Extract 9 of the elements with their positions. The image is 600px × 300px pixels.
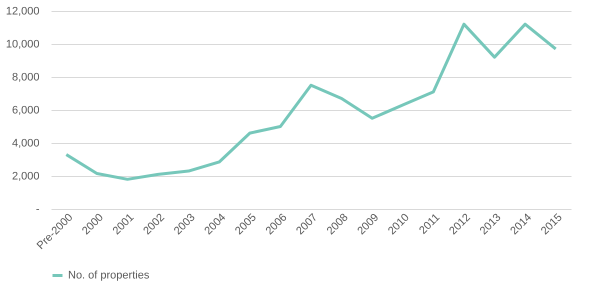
y-tick-label: 8,000 — [12, 72, 40, 84]
y-tick-label: 4,000 — [12, 138, 40, 150]
y-tick-label: - — [36, 204, 40, 216]
line-series — [64, 22, 558, 181]
y-tick-label: 10,000 — [6, 38, 40, 50]
legend-label: No. of properties — [68, 270, 150, 282]
y-tick-label: 6,000 — [12, 104, 40, 116]
y-tick-label: 2,000 — [12, 170, 40, 182]
y-tick-label: 12,000 — [6, 6, 40, 18]
